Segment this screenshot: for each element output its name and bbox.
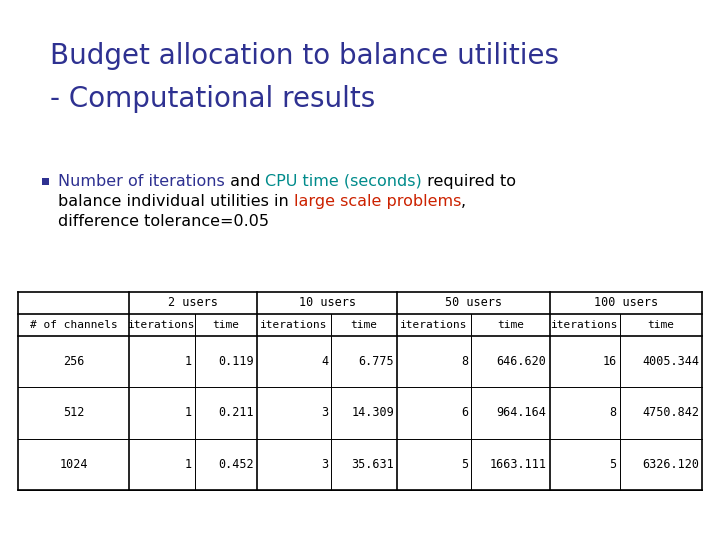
Text: iterations: iterations xyxy=(261,320,328,330)
Text: 3: 3 xyxy=(321,458,328,471)
Text: time: time xyxy=(497,320,524,330)
Text: - Computational results: - Computational results xyxy=(50,85,375,113)
Text: 1: 1 xyxy=(185,355,192,368)
Text: 4: 4 xyxy=(321,355,328,368)
Text: 1: 1 xyxy=(185,458,192,471)
Bar xyxy=(42,178,49,185)
Text: time: time xyxy=(212,320,240,330)
Text: required to: required to xyxy=(422,174,516,189)
Text: 0.119: 0.119 xyxy=(218,355,254,368)
Text: Budget allocation to balance utilities: Budget allocation to balance utilities xyxy=(50,42,559,70)
Text: 3: 3 xyxy=(321,407,328,420)
Text: 1: 1 xyxy=(185,407,192,420)
Text: 10 users: 10 users xyxy=(299,296,356,309)
Text: # of channels: # of channels xyxy=(30,320,117,330)
Text: 964.164: 964.164 xyxy=(497,407,546,420)
Text: 4750.842: 4750.842 xyxy=(642,407,699,420)
Text: iterations: iterations xyxy=(400,320,468,330)
Text: 646.620: 646.620 xyxy=(497,355,546,368)
Text: 8: 8 xyxy=(609,407,616,420)
Text: 5: 5 xyxy=(461,458,468,471)
Text: 1663.111: 1663.111 xyxy=(490,458,546,471)
Text: 256: 256 xyxy=(63,355,84,368)
Text: difference tolerance=0.05: difference tolerance=0.05 xyxy=(58,214,269,229)
Text: time: time xyxy=(351,320,377,330)
Text: 4005.344: 4005.344 xyxy=(642,355,699,368)
Text: 14.309: 14.309 xyxy=(351,407,394,420)
Text: 1024: 1024 xyxy=(59,458,88,471)
Text: 6.775: 6.775 xyxy=(359,355,394,368)
Text: Number of iterations: Number of iterations xyxy=(58,174,225,189)
Text: 50 users: 50 users xyxy=(445,296,502,309)
Text: 2 users: 2 users xyxy=(168,296,218,309)
Text: 5: 5 xyxy=(609,458,616,471)
Text: 16: 16 xyxy=(603,355,616,368)
Text: 0.211: 0.211 xyxy=(218,407,254,420)
Text: 6: 6 xyxy=(461,407,468,420)
Text: 8: 8 xyxy=(461,355,468,368)
Text: 0.452: 0.452 xyxy=(218,458,254,471)
Text: 35.631: 35.631 xyxy=(351,458,394,471)
Text: and: and xyxy=(225,174,266,189)
Text: time: time xyxy=(647,320,675,330)
Text: iterations: iterations xyxy=(551,320,618,330)
Text: iterations: iterations xyxy=(128,320,196,330)
Text: CPU time (seconds): CPU time (seconds) xyxy=(266,174,422,189)
Text: ,: , xyxy=(462,194,467,209)
Text: balance individual utilities in: balance individual utilities in xyxy=(58,194,294,209)
Text: large scale problems: large scale problems xyxy=(294,194,462,209)
Text: 100 users: 100 users xyxy=(594,296,658,309)
Text: 6326.120: 6326.120 xyxy=(642,458,699,471)
Text: 512: 512 xyxy=(63,407,84,420)
